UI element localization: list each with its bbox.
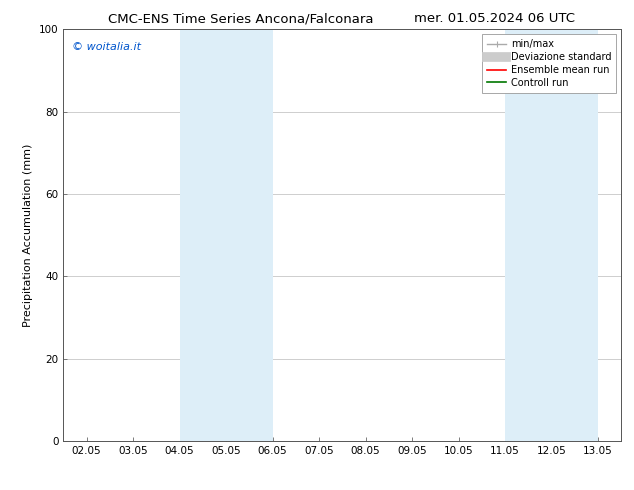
Text: © woitalia.it: © woitalia.it <box>72 42 141 52</box>
Bar <box>179 29 273 441</box>
Bar <box>505 29 598 441</box>
Y-axis label: Precipitation Accumulation (mm): Precipitation Accumulation (mm) <box>23 144 34 327</box>
Text: CMC-ENS Time Series Ancona/Falconara: CMC-ENS Time Series Ancona/Falconara <box>108 12 373 25</box>
Text: mer. 01.05.2024 06 UTC: mer. 01.05.2024 06 UTC <box>414 12 575 25</box>
Legend: min/max, Deviazione standard, Ensemble mean run, Controll run: min/max, Deviazione standard, Ensemble m… <box>482 34 616 93</box>
